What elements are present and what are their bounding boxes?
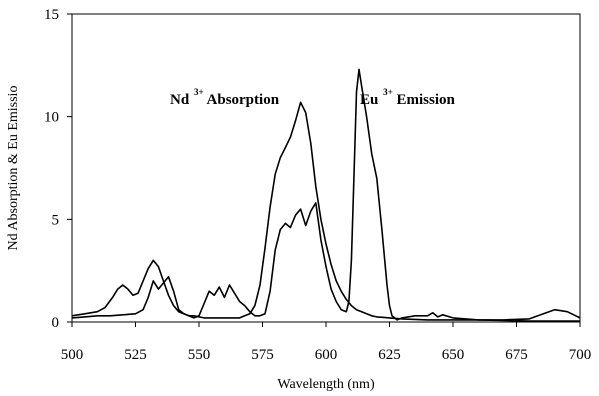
x-tick-label: 650 [442,347,465,363]
eu-annotation-base: Eu [360,92,378,108]
y-axis: 0 5 10 15 [44,7,72,331]
nd-annotation-superscript: 3+ [194,87,204,97]
eu-emission-annotation: Eu 3+ Emission [360,83,456,108]
nd-annotation-base: Nd [170,92,190,108]
eu-annotation-text: Emission [397,92,456,108]
x-tick-label: 700 [569,347,592,363]
x-axis-title: Wavelength (nm) [277,377,375,392]
plot-area [71,13,581,323]
x-tick-label: 675 [505,347,528,363]
x-tick-label: 600 [315,347,338,363]
nd-absorption-line [71,101,581,321]
x-tick-label: 625 [378,347,401,363]
x-tick-label: 525 [124,347,147,363]
y-tick-label: 5 [52,212,60,228]
x-tick-label: 500 [61,347,84,363]
x-tick-label: 550 [188,347,211,363]
x-axis: 500 525 550 575 600 625 650 675 700 [61,322,592,363]
y-tick-label: 15 [44,7,59,23]
x-tick-label: 575 [251,347,274,363]
nd-annotation-text: Absorption [207,92,280,108]
eu-annotation-superscript: 3+ [383,87,393,97]
eu-emission-line [71,68,580,322]
nd-absorption-annotation: Nd 3+ Absorption [170,83,280,108]
series-layer [71,68,581,322]
y-tick-label: 10 [44,110,59,126]
y-axis-title: Nd Absorption & Eu Emissio [6,86,21,251]
y-tick-label: 0 [52,315,60,331]
